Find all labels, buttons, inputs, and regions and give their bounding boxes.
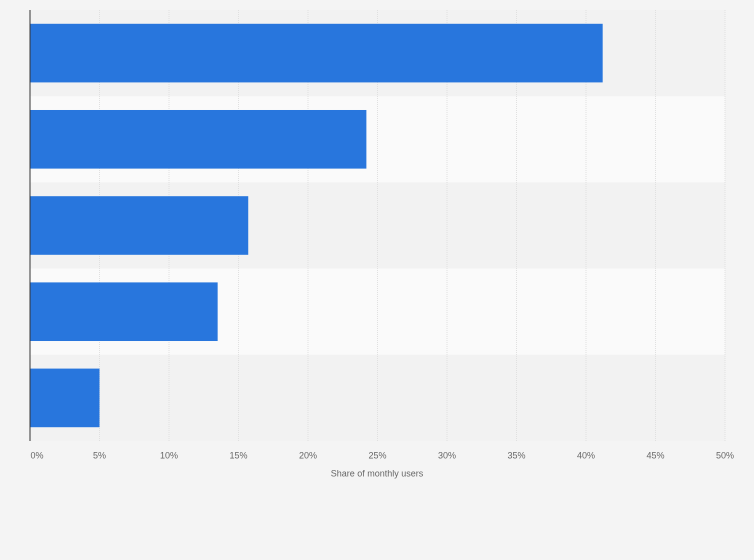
bar <box>30 23 603 83</box>
x-tick-label: 20% <box>299 450 317 460</box>
x-tick-label: 10% <box>160 450 178 460</box>
x-tick-label: 40% <box>577 450 595 460</box>
x-tick-label: 25% <box>368 450 386 460</box>
x-tick-label: 15% <box>229 450 247 460</box>
x-tick-label: 5% <box>93 450 106 460</box>
bar <box>30 196 249 255</box>
bar <box>30 368 100 428</box>
bar <box>30 282 218 342</box>
x-axis-label: Share of monthly users <box>331 468 424 478</box>
x-tick-label: 35% <box>507 450 525 460</box>
x-tick-label: 0% <box>30 450 43 460</box>
x-tick-label: 45% <box>646 450 664 460</box>
x-tick-label: 30% <box>438 450 456 460</box>
bar <box>30 109 367 169</box>
x-tick-label: 50% <box>716 450 734 460</box>
